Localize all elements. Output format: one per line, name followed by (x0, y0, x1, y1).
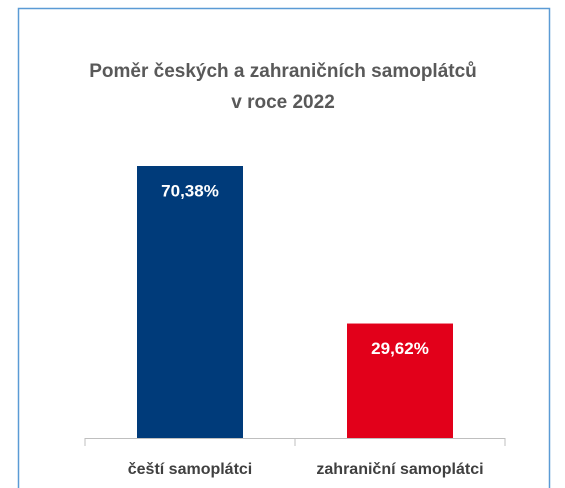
x-tick-label: zahraniční samoplátci (316, 461, 483, 478)
data-label: 70,38% (161, 181, 219, 200)
data-label: 29,62% (371, 339, 429, 358)
chart-title: Poměr českých a zahraničních samoplátců (89, 61, 477, 82)
x-tick-label: čeští samoplátci (128, 461, 253, 478)
chart-title: v roce 2022 (231, 92, 335, 113)
bar (137, 166, 243, 438)
bar (347, 323, 453, 438)
chart-frame (17, 7, 551, 488)
